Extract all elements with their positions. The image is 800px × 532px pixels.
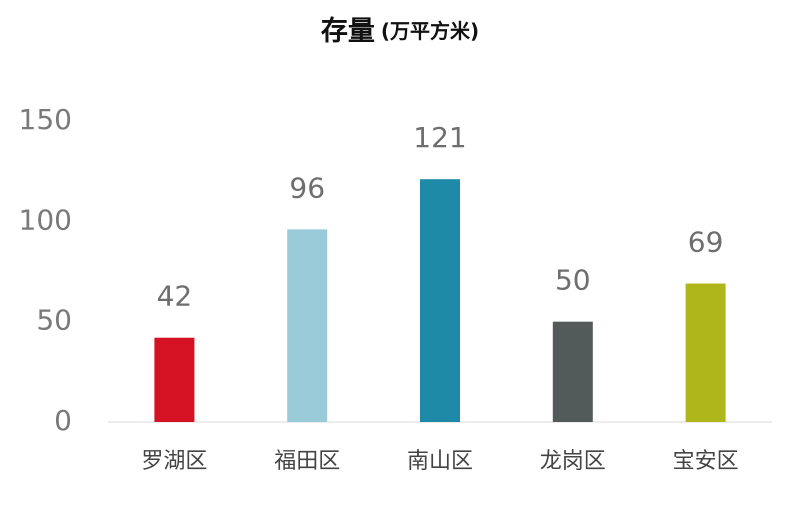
chart-subtitle: (万平方米) [381, 19, 479, 43]
data-label: 50 [555, 264, 591, 297]
data-label: 69 [688, 226, 724, 259]
bar [685, 283, 726, 422]
data-label: 121 [413, 121, 466, 154]
bar [287, 229, 328, 422]
bar [552, 321, 593, 422]
bar [420, 179, 460, 422]
data-label: 42 [157, 280, 193, 313]
x-tick-label: 南山区 [407, 449, 473, 474]
x-tick-label: 福田区 [274, 449, 340, 474]
bar [154, 337, 195, 422]
data-label: 96 [289, 171, 325, 204]
x-tick-label: 罗湖区 [141, 449, 207, 474]
x-tick-label: 宝安区 [673, 449, 739, 474]
y-tick-label: 100 [19, 203, 72, 236]
y-tick-label: 150 [19, 103, 72, 136]
y-tick-label: 0 [54, 404, 72, 437]
x-tick-label: 龙岗区 [540, 449, 606, 474]
chart-title-group: 存量 (万平方米) [321, 16, 479, 47]
chart-title: 存量 [321, 16, 375, 47]
y-tick-label: 50 [36, 304, 72, 337]
